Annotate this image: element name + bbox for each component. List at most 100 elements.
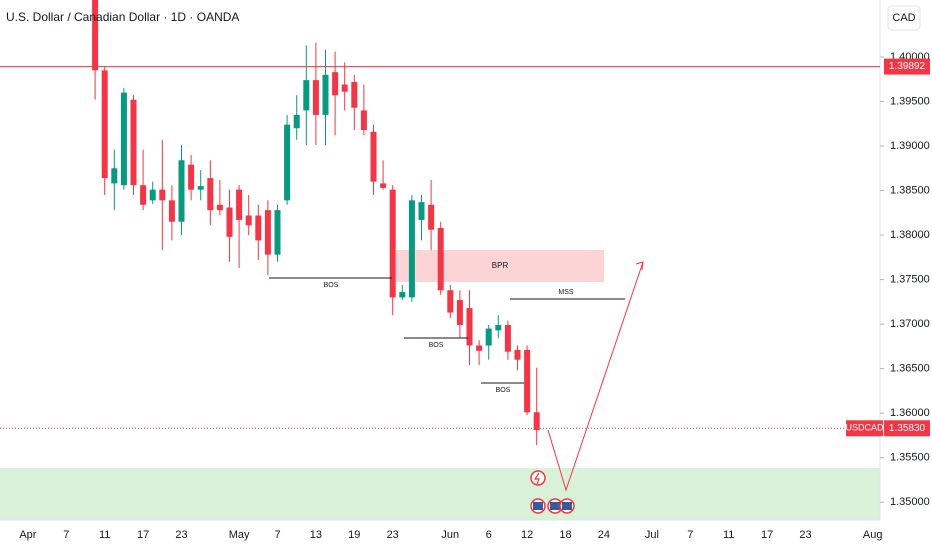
candle-body [92,0,99,71]
candles [92,0,540,446]
candle-body [360,110,367,130]
candle-body [188,164,195,190]
flag [550,502,560,510]
x-tick-label: 12 [521,529,533,541]
bpr-zone [396,250,604,282]
x-tick-label: 7 [274,529,280,541]
candle-body [303,80,310,111]
demand-zone [0,468,880,520]
price-label-box [884,58,930,75]
x-tick-label: Apr [19,529,36,541]
x-tick-label: 17 [137,529,149,541]
y-tick-label: 1.38500 [890,184,930,196]
x-tick-label: 19 [348,529,360,541]
y-tick-label: 1.37500 [890,273,930,285]
candle-body [178,160,185,222]
x-tick-label: Aug [863,529,883,541]
x-tick-label: 23 [799,529,811,541]
candle-body [389,189,396,298]
y-tick-label: 1.39500 [890,95,930,107]
candle-body [226,207,233,237]
candle-body [312,80,319,115]
projection-arrow [547,261,644,492]
candle-body [264,210,271,255]
candle-body [428,204,435,230]
candle-body [274,210,281,255]
candle-body [437,227,444,291]
x-tick-label: Jun [441,529,459,541]
event-icons [530,470,575,514]
mss-label: MSS [558,289,574,296]
candle-body [418,202,425,220]
x-tick-label: 24 [598,529,610,541]
candle-body [216,204,223,211]
chart-title: U.S. Dollar / Canadian Dollar · 1D · OAN… [6,10,239,24]
candle-body [120,92,127,186]
x-tick-label: 17 [761,529,773,541]
x-tick-label: May [229,529,250,541]
currency-label[interactable]: CAD [892,12,915,24]
event-icon-glyph [533,472,540,485]
symbol-label: USDCAD [845,423,884,433]
event-icon [530,470,546,486]
candle-body [485,328,492,346]
candle-body [111,168,118,184]
y-tick-label: 1.35500 [890,452,930,464]
bos-label: BOS [496,387,511,394]
bos-label: BOS [429,342,444,349]
candle-body [524,349,531,413]
y-tick-label: 1.38000 [890,229,930,241]
candle-body [447,290,454,313]
structure-lines: BOS BOS BOS MSS [269,261,644,492]
symbol-label-box [846,420,883,437]
candle-body [514,349,521,360]
candle-body [332,72,339,96]
arrow-head [635,261,644,271]
x-tick-label: 6 [486,529,492,541]
price-label: 1.35830 [889,423,926,434]
candle-body [476,345,483,351]
candle-body [140,185,147,205]
price-label: 1.39892 [889,61,926,72]
candle-body [408,200,415,298]
candle-body [399,292,406,298]
x-tick-label: 13 [310,529,322,541]
candle-body [149,189,156,201]
y-tick-label: 1.37000 [890,318,930,330]
x-tick-label: 7 [63,529,69,541]
candle-body [168,200,175,222]
candle-body [245,215,252,226]
candle-body [351,81,358,108]
candle-body [236,189,243,220]
candle-body [293,114,300,129]
currency-button[interactable] [887,5,921,31]
candle-body [341,84,348,92]
y-tick-label: 1.39000 [890,140,930,152]
x-tick-label: 18 [559,529,571,541]
y-tick-label: 1.36000 [890,407,930,419]
x-tick-label: 23 [175,529,187,541]
x-tick-label: 11 [723,529,734,541]
x-tick-label: 7 [687,529,693,541]
candle-body [130,99,137,186]
flag [533,502,543,510]
x-tick-label: 23 [387,529,399,541]
candle-body [159,189,166,201]
candle-body [466,308,473,346]
flag [562,502,572,510]
candle-body [370,131,377,182]
bos-label: BOS [324,282,339,289]
x-tick-label: Jul [645,529,659,541]
candle-body [101,70,108,179]
y-tick-label: 1.35000 [890,496,930,508]
bpr-label: BPR [492,261,509,270]
candle-body [207,178,214,211]
candle-body [197,186,204,190]
candle-body [495,325,502,331]
price-label-box [884,420,930,437]
y-tick-label: 1.36500 [890,363,930,375]
candle-body [504,325,511,352]
candle-body [456,300,463,325]
x-tick-label: 11 [99,529,110,541]
